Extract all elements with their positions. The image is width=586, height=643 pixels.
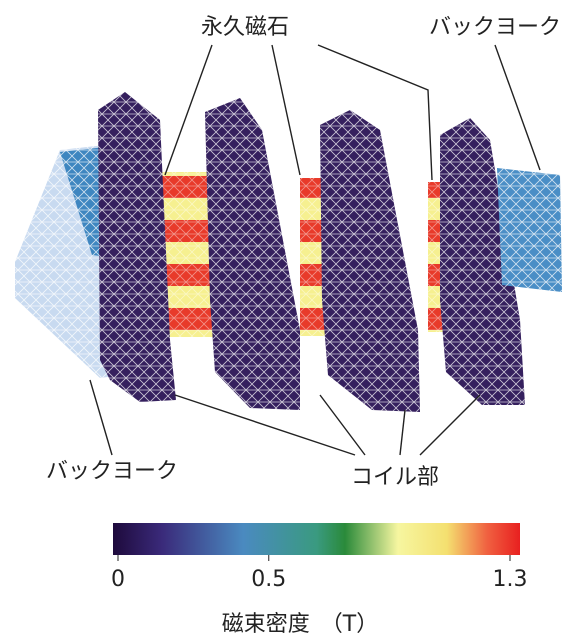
tick-label: 0.5 xyxy=(251,567,286,592)
figure: 永久磁石 バックヨーク バックヨーク コイル部 0 0.5 1.3 磁束密度 （T） xyxy=(0,0,586,643)
device xyxy=(15,92,562,412)
magnet-label: 永久磁石 xyxy=(201,15,289,40)
back-yoke-label: バックヨーク xyxy=(429,15,561,40)
colorbar-ticks: 0 0.5 1.3 xyxy=(111,555,528,592)
coil-label: コイル部 xyxy=(351,465,439,490)
tick-label: 0 xyxy=(111,567,125,592)
back-yoke-label: バックヨーク xyxy=(46,459,178,484)
colorbar-title: 磁束密度 （T） xyxy=(222,612,378,637)
tick-label: 1.3 xyxy=(493,567,528,592)
colorbar xyxy=(113,523,520,555)
